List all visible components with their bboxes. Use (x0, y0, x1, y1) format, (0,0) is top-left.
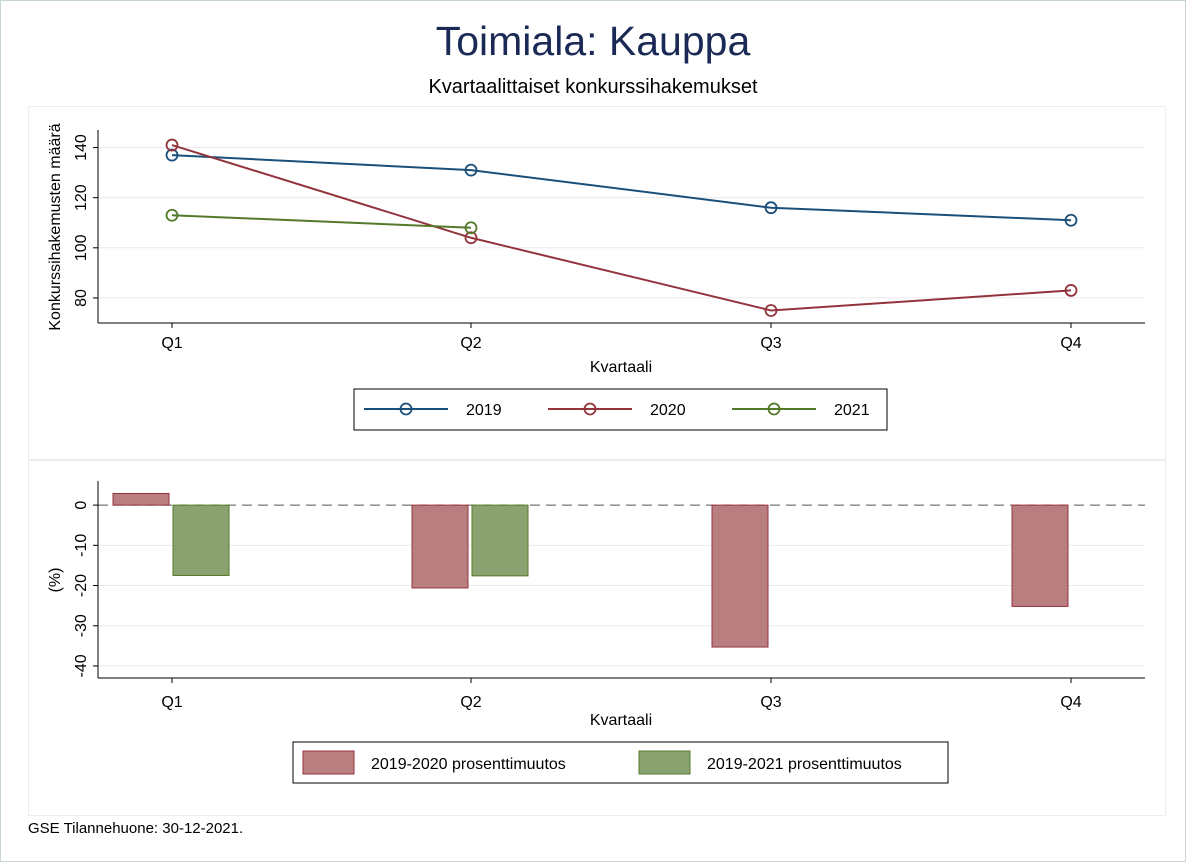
y-tick-label: 140 (73, 134, 90, 161)
bar-2019-2021 (471, 504, 529, 577)
legend-swatch (638, 750, 691, 775)
x-tick-label: Q3 (760, 694, 781, 711)
series-line-2019 (171, 154, 1072, 222)
x-tick-label: Q4 (1060, 335, 1081, 352)
data-point-2019 (464, 163, 478, 177)
data-point-2019 (165, 148, 179, 162)
y-axis-title: Konkurssihakemusten määrä (47, 123, 64, 330)
x-tick-label: Q2 (460, 694, 481, 711)
legend-swatch-marker (399, 402, 413, 416)
bar-legend (292, 741, 949, 784)
series-line-2020 (171, 144, 1072, 312)
bar-2019-2021 (172, 504, 230, 576)
legend-swatch-marker (583, 402, 597, 416)
y-tick-label: 0 (73, 501, 90, 510)
bar-2019-2020 (112, 492, 170, 506)
series-line-2021 (171, 214, 472, 229)
x-axis-title: Kvartaali (590, 359, 652, 376)
legend-label: 2019 (466, 402, 502, 419)
bar-2019-2020 (1011, 504, 1069, 607)
x-tick-label: Q1 (161, 335, 182, 352)
y-tick-label: 120 (73, 184, 90, 211)
bar-2019-2020 (711, 504, 769, 648)
x-tick-label: Q1 (161, 694, 182, 711)
y-axis-title: (%) (47, 568, 64, 593)
footer-note: GSE Tilannehuone: 30-12-2021. (28, 820, 244, 837)
y-tick-label: -10 (73, 534, 90, 557)
legend-label: 2019-2020 prosenttimuutos (371, 756, 566, 773)
chart-title: Toimiala: Kauppa (435, 18, 751, 64)
bar-2019-2020 (411, 504, 469, 589)
data-point-2021 (464, 221, 478, 235)
data-point-2020 (165, 138, 179, 152)
data-point-2021 (165, 208, 179, 222)
chart-subtitle: Kvartaalittaiset konkurssihakemukset (428, 76, 758, 98)
legend-label: 2021 (834, 402, 870, 419)
x-tick-label: Q3 (760, 335, 781, 352)
y-tick-label: -40 (73, 654, 90, 677)
data-point-2020 (764, 304, 778, 317)
legend-swatch-marker (767, 402, 781, 416)
legend-label: 2019-2021 prosenttimuutos (707, 756, 902, 773)
x-tick-label: Q2 (460, 335, 481, 352)
y-tick-label: 100 (73, 234, 90, 261)
data-point-2020 (464, 231, 478, 245)
y-tick-label: 80 (73, 289, 90, 307)
data-point-2019 (764, 201, 778, 215)
y-tick-label: -30 (73, 614, 90, 637)
legend-swatch (302, 750, 355, 775)
x-axis-title: Kvartaali (590, 712, 652, 729)
x-tick-label: Q4 (1060, 694, 1081, 711)
data-point-2020 (1064, 284, 1078, 297)
data-point-2019 (1064, 213, 1078, 227)
y-tick-label: -20 (73, 574, 90, 597)
legend-label: 2020 (650, 402, 686, 419)
